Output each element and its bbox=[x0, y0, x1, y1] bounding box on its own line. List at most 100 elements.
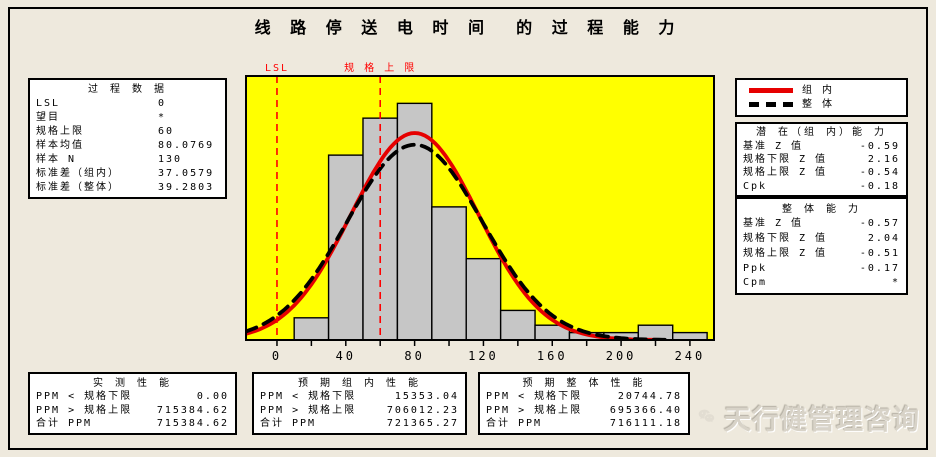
stat-value: 716111.18 bbox=[609, 418, 682, 430]
x-axis-tick-label: 160 bbox=[537, 349, 568, 363]
stat-value: 0.00 bbox=[196, 391, 229, 403]
stat-label: 基准 Z 值 bbox=[743, 140, 804, 152]
panel-header: 过 程 数 据 bbox=[87, 84, 168, 95]
stat-label: PPM > 规格上限 bbox=[36, 404, 133, 416]
capability-histogram: LSL 规 格 上 限 0 40 80 120 160 200 240 bbox=[245, 61, 715, 363]
overall-capability-panel: 整 体 能 力 基准 Z 值 -0.57 规格下限 Z 值 2.04 规格上限 Z 值 -… bbox=[735, 197, 908, 295]
panel-header: 潜 在（组 内）能 力 bbox=[755, 127, 888, 139]
stat-label: 合计 PPM bbox=[260, 418, 317, 430]
panel-header: 实 测 性 能 bbox=[92, 377, 173, 389]
histogram-bar bbox=[465, 257, 502, 340]
solid-line-swatch bbox=[749, 87, 793, 93]
stat-row: 基准 Z 值 -0.57 bbox=[743, 218, 900, 229]
panel-header: 预 期 组 内 性 能 bbox=[297, 377, 422, 389]
stat-row: 规格下限 Z 值 2.16 bbox=[743, 154, 900, 165]
stat-row: 规格下限 Z 值 2.04 bbox=[743, 233, 900, 244]
stat-label: LSL bbox=[36, 98, 61, 109]
stat-row: 标准差（组内） 37.0579 bbox=[36, 168, 219, 179]
stat-value: -0.59 bbox=[859, 140, 900, 152]
stat-label: 样本 N bbox=[36, 154, 77, 165]
stat-label: Cpk bbox=[743, 180, 768, 192]
legend-panel: 组 内整 体 bbox=[735, 78, 908, 117]
stat-label: PPM < 规格下限 bbox=[36, 391, 133, 403]
stat-label: 规格下限 Z 值 bbox=[743, 233, 828, 245]
stat-row: Cpk -0.18 bbox=[743, 181, 900, 192]
stat-value: 695366.40 bbox=[609, 404, 682, 416]
stat-label: PPM < 规格下限 bbox=[486, 391, 583, 403]
stat-value: 721365.27 bbox=[386, 418, 459, 430]
stat-value: 706012.23 bbox=[386, 404, 459, 416]
stat-row: 规格上限 60 bbox=[36, 126, 219, 137]
within-capability-panel: 潜 在（组 内）能 力 基准 Z 值 -0.59 规格下限 Z 值 2.16 规格上限 … bbox=[735, 122, 908, 197]
stat-row: PPM > 规格上限 715384.62 bbox=[36, 405, 229, 416]
stat-value: -0.17 bbox=[859, 262, 900, 274]
stat-label: 望目 bbox=[36, 112, 60, 123]
expected-within-performance-panel: 预 期 组 内 性 能 PPM < 规格下限 15353.04 PPM > 规格上限… bbox=[252, 372, 467, 435]
stat-value: -0.51 bbox=[859, 247, 900, 259]
stat-value: 715384.62 bbox=[156, 404, 229, 416]
stat-label: 样本均值 bbox=[36, 140, 84, 151]
legend-item: 组 内 bbox=[749, 85, 900, 96]
stat-label: 合计 PPM bbox=[36, 418, 93, 430]
observed-performance-panel: 实 测 性 能 PPM < 规格下限 0.00 PPM > 规格上限 715384.6… bbox=[28, 372, 237, 435]
stat-row: PPM < 规格下限 15353.04 bbox=[260, 391, 459, 402]
stat-value: 80.0769 bbox=[158, 140, 215, 151]
watermark: 天行健管理咨询 bbox=[698, 393, 920, 441]
wechat-icon bbox=[698, 409, 715, 423]
stat-label: PPM < 规格下限 bbox=[260, 391, 357, 403]
stat-value: * bbox=[891, 277, 900, 289]
process-data-panel: 过 程 数 据 LSL 0 望目 * 规格上限 60 样本均值 80.0769 样本 N 130 标… bbox=[28, 78, 227, 199]
stat-row: PPM < 规格下限 20744.78 bbox=[486, 391, 682, 402]
watermark-text: 天行健管理咨询 bbox=[724, 404, 920, 436]
panel-header: 整 体 能 力 bbox=[781, 203, 862, 215]
stat-label: PPM > 规格上限 bbox=[486, 404, 583, 416]
x-axis-tick-label: 40 bbox=[336, 349, 356, 363]
stat-row: 样本均值 80.0769 bbox=[36, 140, 219, 151]
stat-value: 15353.04 bbox=[394, 391, 459, 403]
x-axis-tick-label: 0 bbox=[272, 349, 282, 363]
stat-label: 标准差（整体） bbox=[36, 182, 120, 193]
stat-label: 规格下限 Z 值 bbox=[743, 153, 828, 165]
stat-value: 2.04 bbox=[867, 233, 900, 245]
stat-value: 715384.62 bbox=[156, 418, 229, 430]
stat-row: PPM > 规格上限 695366.40 bbox=[486, 405, 682, 416]
stat-label: 基准 Z 值 bbox=[743, 218, 804, 230]
histogram-bar bbox=[672, 331, 708, 340]
stat-value: 2.16 bbox=[867, 153, 900, 165]
x-axis-tick-label: 200 bbox=[606, 349, 637, 363]
stat-row: 样本 N 130 bbox=[36, 154, 219, 165]
stat-row: 合计 PPM 721365.27 bbox=[260, 418, 459, 429]
stat-value: -0.57 bbox=[859, 218, 900, 230]
within-normal-curve bbox=[246, 131, 661, 340]
dashed-line-swatch bbox=[749, 102, 793, 108]
expected-overall-performance-panel: 预 期 整 体 性 能 PPM < 规格下限 20744.78 PPM > 规格上限… bbox=[478, 372, 690, 435]
stat-value: 0 bbox=[158, 98, 167, 109]
stat-row: 合计 PPM 715384.62 bbox=[36, 418, 229, 429]
stat-row: Cpm * bbox=[743, 277, 900, 288]
stat-value: 37.0579 bbox=[158, 168, 215, 179]
stat-row: PPM < 规格下限 0.00 bbox=[36, 391, 229, 402]
histogram-bar bbox=[499, 309, 536, 340]
stat-row: 合计 PPM 716111.18 bbox=[486, 418, 682, 429]
stat-row: 基准 Z 值 -0.59 bbox=[743, 141, 900, 152]
stat-row: PPM > 规格上限 706012.23 bbox=[260, 405, 459, 416]
stat-value: 60 bbox=[158, 126, 175, 137]
spec-limit-label: LSL bbox=[265, 63, 289, 74]
stat-row: LSL 0 bbox=[36, 98, 219, 109]
page-title: 线 路 停 送 电 时 间 的 过 程 能 力 bbox=[254, 18, 682, 37]
x-axis-tick-label: 80 bbox=[404, 349, 424, 363]
stat-label: PPM > 规格上限 bbox=[260, 404, 357, 416]
stat-label: Cpm bbox=[743, 277, 768, 289]
x-axis-tick-label: 240 bbox=[675, 349, 706, 363]
stat-row: 规格上限 Z 值 -0.51 bbox=[743, 248, 900, 259]
stat-label: 合计 PPM bbox=[486, 418, 543, 430]
stat-row: 标准差（整体） 39.2803 bbox=[36, 182, 219, 193]
figure-border bbox=[8, 7, 928, 450]
stat-row: 望目 * bbox=[36, 112, 219, 123]
stat-row: 规格上限 Z 值 -0.54 bbox=[743, 167, 900, 178]
legend-item: 整 体 bbox=[749, 99, 900, 110]
histogram-bar bbox=[431, 206, 467, 340]
legend-label: 组 内 bbox=[802, 84, 835, 96]
stat-label: Ppk bbox=[743, 262, 768, 274]
